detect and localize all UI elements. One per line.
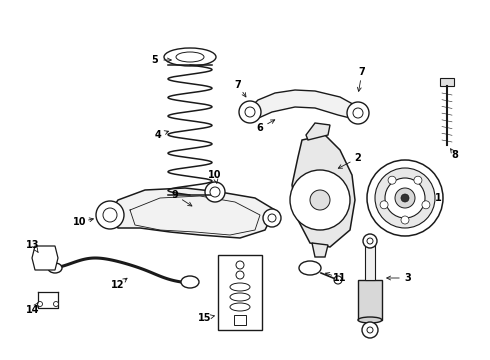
Text: 10: 10	[73, 217, 87, 227]
Circle shape	[268, 214, 276, 222]
Text: 4: 4	[155, 130, 161, 140]
Ellipse shape	[230, 283, 250, 291]
Text: 1: 1	[435, 193, 441, 203]
Circle shape	[310, 190, 330, 210]
Text: 6: 6	[257, 123, 264, 133]
Circle shape	[38, 302, 43, 306]
Circle shape	[334, 276, 342, 284]
Circle shape	[367, 327, 373, 333]
Bar	[365, 245, 375, 280]
Ellipse shape	[358, 317, 382, 323]
Text: 9: 9	[172, 190, 178, 200]
Ellipse shape	[299, 261, 321, 275]
Text: 2: 2	[355, 153, 362, 163]
Circle shape	[236, 261, 244, 269]
Circle shape	[422, 201, 430, 209]
Text: 14: 14	[26, 305, 40, 315]
Bar	[440, 78, 454, 86]
Circle shape	[401, 216, 409, 224]
Circle shape	[395, 188, 415, 208]
Polygon shape	[292, 135, 355, 247]
Circle shape	[401, 194, 409, 202]
Circle shape	[380, 201, 388, 209]
Polygon shape	[312, 243, 328, 257]
Circle shape	[388, 176, 396, 184]
Text: 3: 3	[405, 273, 412, 283]
Text: 7: 7	[235, 80, 242, 90]
Circle shape	[414, 176, 422, 184]
Bar	[358, 280, 382, 320]
Circle shape	[353, 108, 363, 118]
Ellipse shape	[181, 276, 199, 288]
Ellipse shape	[230, 293, 250, 301]
Circle shape	[96, 201, 124, 229]
Text: 7: 7	[359, 67, 366, 77]
Ellipse shape	[230, 303, 250, 311]
Circle shape	[290, 170, 350, 230]
Text: 15: 15	[198, 313, 212, 323]
Text: 10: 10	[208, 170, 222, 180]
Circle shape	[362, 322, 378, 338]
Circle shape	[236, 271, 244, 279]
Text: 11: 11	[333, 273, 347, 283]
Text: 8: 8	[452, 150, 459, 160]
Circle shape	[367, 160, 443, 236]
Circle shape	[205, 182, 225, 202]
Circle shape	[53, 302, 58, 306]
Ellipse shape	[176, 52, 204, 62]
Polygon shape	[306, 123, 330, 140]
Polygon shape	[248, 90, 360, 120]
Circle shape	[210, 187, 220, 197]
Ellipse shape	[48, 263, 62, 273]
Text: 12: 12	[111, 280, 125, 290]
Polygon shape	[108, 188, 275, 238]
Circle shape	[363, 234, 377, 248]
Circle shape	[375, 168, 435, 228]
Circle shape	[367, 238, 373, 244]
Ellipse shape	[164, 48, 216, 66]
Circle shape	[239, 101, 261, 123]
Circle shape	[103, 208, 117, 222]
Bar	[218, 255, 262, 330]
Text: 13: 13	[26, 240, 40, 250]
Bar	[234, 315, 246, 325]
Polygon shape	[32, 246, 58, 270]
Text: 5: 5	[151, 55, 158, 65]
Circle shape	[263, 209, 281, 227]
Circle shape	[347, 102, 369, 124]
Circle shape	[245, 107, 255, 117]
Circle shape	[385, 178, 425, 218]
